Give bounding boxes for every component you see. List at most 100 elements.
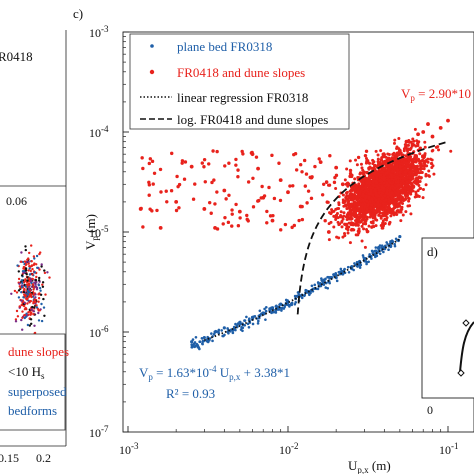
plane-bed-point [335, 279, 339, 283]
fr0418-point [404, 170, 408, 174]
plane-bed-point [393, 244, 397, 248]
fr0418-point [385, 159, 389, 163]
fr0418-point [367, 195, 371, 199]
fr0418-point [381, 211, 385, 215]
fr0418-point [297, 218, 301, 223]
fr0418-point [402, 149, 406, 153]
fr0418-point [379, 158, 383, 162]
plane-bed-point [353, 262, 356, 265]
fr0418-point [202, 157, 207, 162]
fr0418-point [379, 216, 383, 220]
legend-label-log-fit: log. FR0418 and dune slopes [177, 112, 328, 127]
legend-marker-plane-bed [150, 44, 154, 48]
fr0418-point [326, 230, 331, 234]
fr0418-point [174, 208, 179, 213]
fr0418-point [215, 227, 220, 231]
plane-bed-point [202, 335, 206, 340]
plane-bed-point [198, 340, 202, 343]
fr0418-point [336, 216, 340, 220]
left-panel-xtick-0-15: 0.15 [0, 451, 19, 465]
fr0418-point [309, 196, 314, 201]
fr0418-point [249, 151, 254, 155]
plane-bed-point [214, 329, 217, 333]
fr0418-point [270, 218, 275, 223]
left-panel-point [34, 278, 38, 282]
plane-bed-point [358, 266, 362, 269]
fr0418-point [373, 169, 377, 173]
fr0418-point [345, 191, 349, 195]
fr0418-point [177, 182, 182, 187]
fr0418-point [356, 205, 360, 209]
fr0418-point [341, 193, 345, 197]
fr0418-point [270, 153, 274, 158]
fr0418-point [265, 209, 269, 214]
left-panel-point [40, 302, 43, 306]
fr0418-point [215, 190, 219, 194]
plane-bed-point [313, 283, 317, 287]
legend-box [129, 33, 350, 130]
fr0418-point [403, 189, 407, 193]
y-tick-label: 10-5 [89, 224, 109, 240]
fr0418-point [390, 195, 394, 199]
panel-c-label: c) [73, 6, 83, 21]
fr0418-point [386, 205, 390, 209]
fr0418-point [359, 162, 363, 166]
plane-bed-point [276, 308, 280, 311]
fr0418-point [286, 190, 290, 195]
left-panel-point [23, 289, 26, 292]
fr0418-point [423, 145, 427, 149]
left-panel-point [37, 319, 41, 322]
fr0418-point [329, 220, 333, 224]
fr0418-point [340, 219, 344, 223]
inset-xtick-0: 0 [427, 403, 433, 417]
fr0418-point [391, 184, 395, 188]
fr0418-point [302, 158, 307, 163]
fr0418-point [193, 182, 197, 186]
plane-bed-point [190, 345, 194, 349]
fr0418-point [350, 173, 354, 177]
fr0418-point [402, 160, 406, 164]
fr0418-point [350, 202, 354, 206]
fr0418-point [169, 189, 174, 193]
fr0418-point [375, 174, 379, 178]
left-panel-point [20, 318, 23, 322]
fr0418-point [227, 193, 231, 197]
fr0418-point [386, 152, 390, 156]
plane-bed-point [247, 317, 251, 321]
fr0418-point [379, 173, 383, 177]
left-panel-point [35, 304, 38, 307]
fr0418-point [152, 171, 157, 175]
y-tick-label: 10-3 [89, 24, 109, 40]
fr0418-point [399, 151, 403, 155]
fr0418-point [272, 196, 277, 201]
fr0418-point [337, 206, 341, 210]
fr0418-point [361, 216, 365, 220]
left-panel-point [31, 267, 34, 271]
left-panel-point [46, 271, 49, 274]
plane-bed-point [364, 259, 367, 263]
fr0418-point [392, 141, 396, 145]
plane-bed-point [326, 286, 330, 290]
fr0418-point [446, 118, 450, 123]
left-panel-point [18, 285, 21, 288]
left-panel-point [10, 292, 13, 295]
fr0418-point [407, 187, 411, 191]
plane-bed-point [386, 242, 389, 246]
left-panel-point [28, 273, 32, 276]
left-panel-point [31, 283, 35, 286]
plane-bed-point [210, 332, 213, 335]
fr0418-point [209, 211, 213, 215]
fr0418-point [346, 211, 350, 215]
fr0418-point [422, 164, 426, 168]
fr0418-point [368, 181, 372, 185]
fr0418-point [343, 178, 347, 182]
plane-bed-point [208, 338, 211, 342]
fr0418-point [389, 214, 393, 218]
fr0418-point [379, 223, 383, 227]
fr0418-point [371, 221, 375, 225]
plane-bed-point [274, 311, 278, 314]
left-panel-point [17, 270, 20, 273]
equation-blue-r2: R² = 0.93 [166, 386, 215, 401]
fr0418-point [391, 209, 395, 213]
fr0418-point [416, 144, 420, 148]
